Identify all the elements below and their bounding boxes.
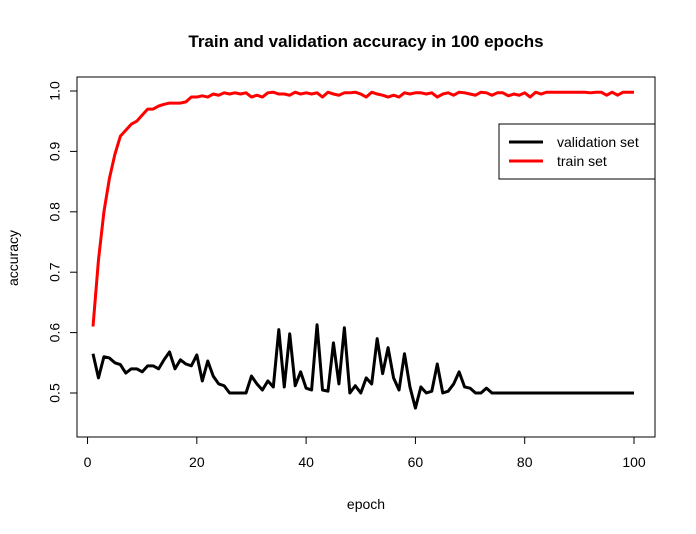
legend: validation set train set [498, 123, 656, 180]
x-tick-label: 80 [517, 454, 533, 470]
y-axis: 0.5 0.6 0.7 0.8 0.9 1.0 [47, 81, 78, 403]
x-tick-label: 20 [189, 454, 205, 470]
series-line-validation-set [91, 323, 634, 410]
y-tick-label: 0.8 [47, 202, 63, 222]
y-tick-label: 0.5 [47, 383, 63, 403]
y-tick-label: 0.6 [47, 323, 63, 343]
x-axis: 0 20 40 60 80 100 [84, 436, 646, 470]
x-tick-label: 60 [408, 454, 424, 470]
legend-label: train set [557, 153, 607, 169]
chart-title: Train and validation accuracy in 100 epo… [188, 32, 543, 51]
y-tick-label: 1.0 [47, 81, 63, 101]
legend-label: validation set [557, 134, 639, 150]
legend-box [498, 123, 656, 180]
y-tick-label: 0.9 [47, 141, 63, 161]
x-axis-label: epoch [347, 496, 385, 512]
series-line-train-set [91, 90, 634, 327]
x-tick-label: 0 [84, 454, 92, 470]
x-tick-label: 40 [298, 454, 314, 470]
y-tick-label: 0.7 [47, 262, 63, 282]
series-layer [91, 90, 634, 410]
x-tick-label: 100 [622, 454, 646, 470]
y-axis-label: accuracy [5, 230, 21, 286]
